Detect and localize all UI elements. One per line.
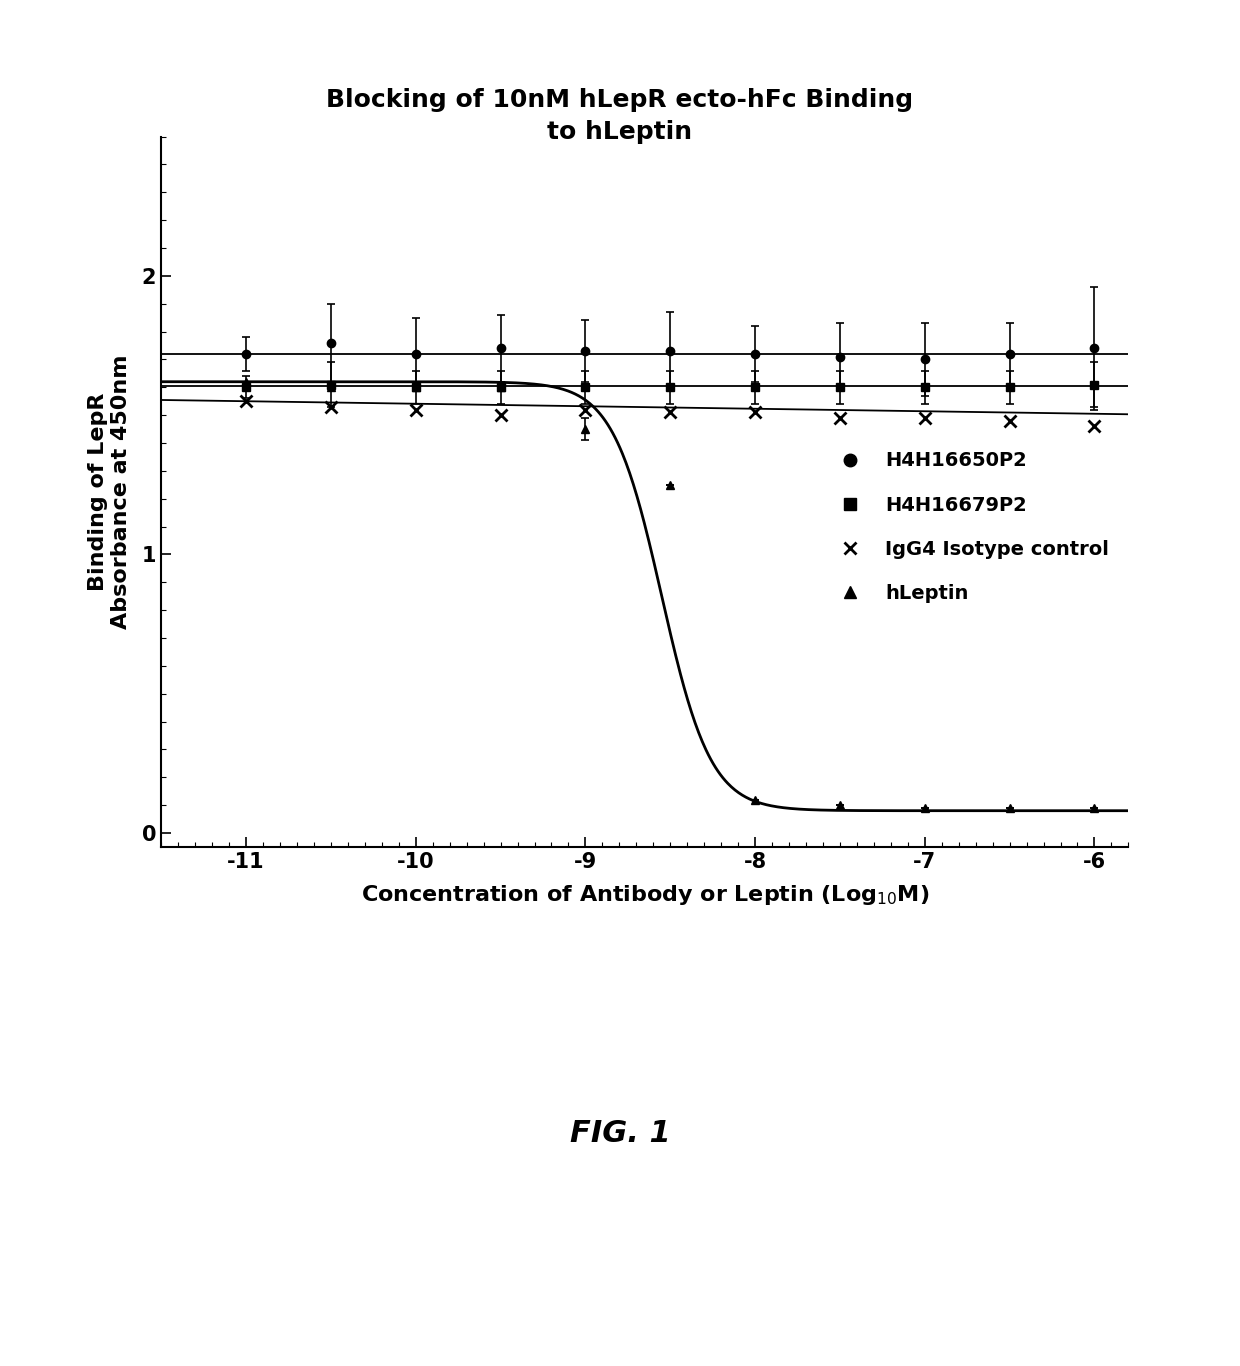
Text: Blocking of 10nM hLepR ecto-hFc Binding
to hLeptin: Blocking of 10nM hLepR ecto-hFc Binding … — [326, 89, 914, 143]
Legend: H4H16650P2, H4H16679P2, IgG4 Isotype control, hLeptin: H4H16650P2, H4H16679P2, IgG4 Isotype con… — [821, 441, 1118, 613]
X-axis label: Concentration of Antibody or Leptin (Log$_{10}$M): Concentration of Antibody or Leptin (Log… — [361, 882, 929, 907]
Y-axis label: Binding of LepR
Absorbance at 450nm: Binding of LepR Absorbance at 450nm — [88, 355, 130, 628]
Text: FIG. 1: FIG. 1 — [569, 1119, 671, 1149]
